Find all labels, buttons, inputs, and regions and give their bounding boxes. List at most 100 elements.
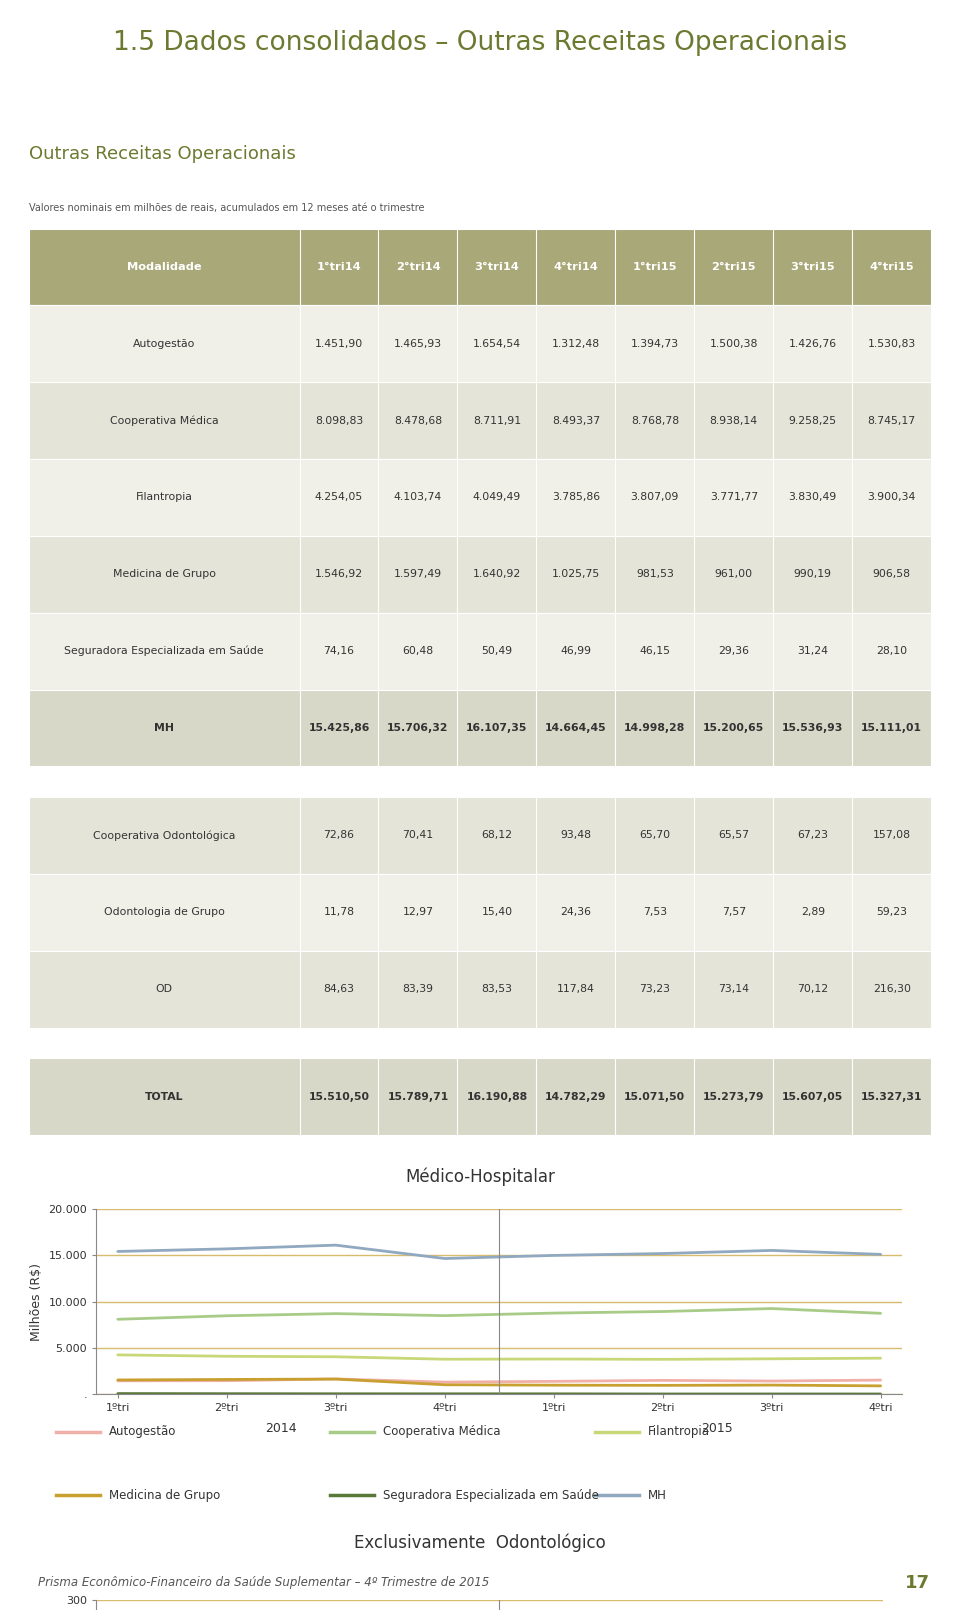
Text: 3°tri15: 3°tri15	[790, 262, 835, 272]
Text: 15.510,50: 15.510,50	[308, 1092, 370, 1101]
Text: Seguradora Especializada em Saúde: Seguradora Especializada em Saúde	[383, 1489, 599, 1502]
Text: 3°tri14: 3°tri14	[474, 262, 519, 272]
Text: 46,99: 46,99	[561, 646, 591, 657]
Text: 68,12: 68,12	[481, 831, 513, 840]
Text: Valores nominais em milhões de reais, acumulados em 12 meses até o trimestre: Valores nominais em milhões de reais, ac…	[29, 203, 424, 213]
Text: 8.745,17: 8.745,17	[868, 415, 916, 425]
Text: 83,39: 83,39	[402, 984, 434, 993]
Text: 12,97: 12,97	[402, 908, 434, 918]
Text: Cooperativa Odontológica: Cooperativa Odontológica	[93, 831, 235, 840]
Bar	[29, 536, 931, 613]
Text: 14.664,45: 14.664,45	[545, 723, 607, 733]
Text: Exclusivamente  Odontológico: Exclusivamente Odontológico	[354, 1533, 606, 1552]
Bar	[29, 306, 931, 382]
Y-axis label: Milhões (R$): Milhões (R$)	[30, 1262, 42, 1341]
Text: 16.107,35: 16.107,35	[467, 723, 528, 733]
Bar	[29, 459, 931, 536]
Text: 1.025,75: 1.025,75	[552, 570, 600, 580]
Text: 4°tri15: 4°tri15	[870, 262, 914, 272]
Text: Medicina de Grupo: Medicina de Grupo	[109, 1489, 220, 1502]
Text: 8.938,14: 8.938,14	[709, 415, 757, 425]
Text: 72,86: 72,86	[324, 831, 354, 840]
Text: 4°tri14: 4°tri14	[554, 262, 598, 272]
Text: 4.049,49: 4.049,49	[472, 493, 521, 502]
Text: 65,70: 65,70	[639, 831, 670, 840]
Text: 46,15: 46,15	[639, 646, 670, 657]
Text: 15.536,93: 15.536,93	[782, 723, 844, 733]
Bar	[29, 874, 931, 950]
Text: 1.597,49: 1.597,49	[394, 570, 442, 580]
Text: OD: OD	[156, 984, 173, 993]
Text: Cooperativa Médica: Cooperativa Médica	[383, 1425, 500, 1438]
Bar	[29, 950, 931, 1027]
Text: 16.190,88: 16.190,88	[467, 1092, 527, 1101]
Text: 8.768,78: 8.768,78	[631, 415, 679, 425]
Text: Odontologia de Grupo: Odontologia de Grupo	[104, 908, 225, 918]
Text: 8.478,68: 8.478,68	[394, 415, 442, 425]
Text: 1.530,83: 1.530,83	[868, 338, 916, 349]
Text: 2°tri15: 2°tri15	[711, 262, 756, 272]
Text: 93,48: 93,48	[561, 831, 591, 840]
Text: 15.327,31: 15.327,31	[861, 1092, 923, 1101]
Text: 1°tri14: 1°tri14	[317, 262, 361, 272]
Text: 2,89: 2,89	[801, 908, 825, 918]
Text: 15.200,65: 15.200,65	[703, 723, 764, 733]
Text: 15.111,01: 15.111,01	[861, 723, 923, 733]
Text: Autogestão: Autogestão	[133, 338, 195, 349]
Text: 4.254,05: 4.254,05	[315, 493, 363, 502]
Text: 3.807,09: 3.807,09	[631, 493, 679, 502]
Text: 15.425,86: 15.425,86	[308, 723, 370, 733]
Text: 1.451,90: 1.451,90	[315, 338, 363, 349]
Text: 8.711,91: 8.711,91	[473, 415, 521, 425]
Text: MH: MH	[648, 1489, 666, 1502]
Text: 2°tri14: 2°tri14	[396, 262, 441, 272]
Text: 990,19: 990,19	[794, 570, 831, 580]
Text: 3.785,86: 3.785,86	[552, 493, 600, 502]
Text: 157,08: 157,08	[873, 831, 911, 840]
Bar	[29, 613, 931, 689]
Text: 70,41: 70,41	[402, 831, 434, 840]
Text: 117,84: 117,84	[557, 984, 595, 993]
Text: Modalidade: Modalidade	[127, 262, 202, 272]
Text: 9.258,25: 9.258,25	[789, 415, 837, 425]
Text: 31,24: 31,24	[797, 646, 828, 657]
Text: Filantropia: Filantropia	[648, 1425, 709, 1438]
Bar	[29, 797, 931, 874]
Text: 73,14: 73,14	[718, 984, 750, 993]
Text: Medicina de Grupo: Medicina de Grupo	[112, 570, 216, 580]
Text: 1.426,76: 1.426,76	[789, 338, 837, 349]
Text: 15.607,05: 15.607,05	[782, 1092, 844, 1101]
Text: 906,58: 906,58	[873, 570, 911, 580]
Text: 17: 17	[905, 1573, 930, 1592]
Text: Médico-Hospitalar: Médico-Hospitalar	[405, 1167, 555, 1187]
Text: 7,57: 7,57	[722, 908, 746, 918]
Text: 11,78: 11,78	[324, 908, 354, 918]
Text: 15.071,50: 15.071,50	[624, 1092, 685, 1101]
Text: 50,49: 50,49	[481, 646, 513, 657]
Text: 15,40: 15,40	[481, 908, 513, 918]
Text: 1.312,48: 1.312,48	[552, 338, 600, 349]
Text: 59,23: 59,23	[876, 908, 907, 918]
Text: Seguradora Especializada em Saúde: Seguradora Especializada em Saúde	[64, 646, 264, 657]
Text: 2014: 2014	[266, 1422, 297, 1435]
Text: 1.465,93: 1.465,93	[394, 338, 442, 349]
Text: 8.493,37: 8.493,37	[552, 415, 600, 425]
Text: 961,00: 961,00	[715, 570, 753, 580]
Text: 216,30: 216,30	[873, 984, 911, 993]
Text: 1.5 Dados consolidados – Outras Receitas Operacionais: 1.5 Dados consolidados – Outras Receitas…	[113, 31, 847, 56]
Text: 1°tri15: 1°tri15	[633, 262, 677, 272]
Text: 1.394,73: 1.394,73	[631, 338, 679, 349]
Text: 70,12: 70,12	[797, 984, 828, 993]
Text: Cooperativa Médica: Cooperativa Médica	[109, 415, 219, 427]
Text: 1.546,92: 1.546,92	[315, 570, 363, 580]
Text: 14.782,29: 14.782,29	[545, 1092, 607, 1101]
Bar	[29, 229, 931, 306]
Bar	[29, 382, 931, 459]
Text: 2015: 2015	[701, 1422, 733, 1435]
Text: 3.900,34: 3.900,34	[868, 493, 916, 502]
Text: 14.998,28: 14.998,28	[624, 723, 685, 733]
Text: 3.771,77: 3.771,77	[709, 493, 757, 502]
Bar	[29, 689, 931, 766]
Text: Filantropia: Filantropia	[135, 493, 193, 502]
Text: TOTAL: TOTAL	[145, 1092, 183, 1101]
